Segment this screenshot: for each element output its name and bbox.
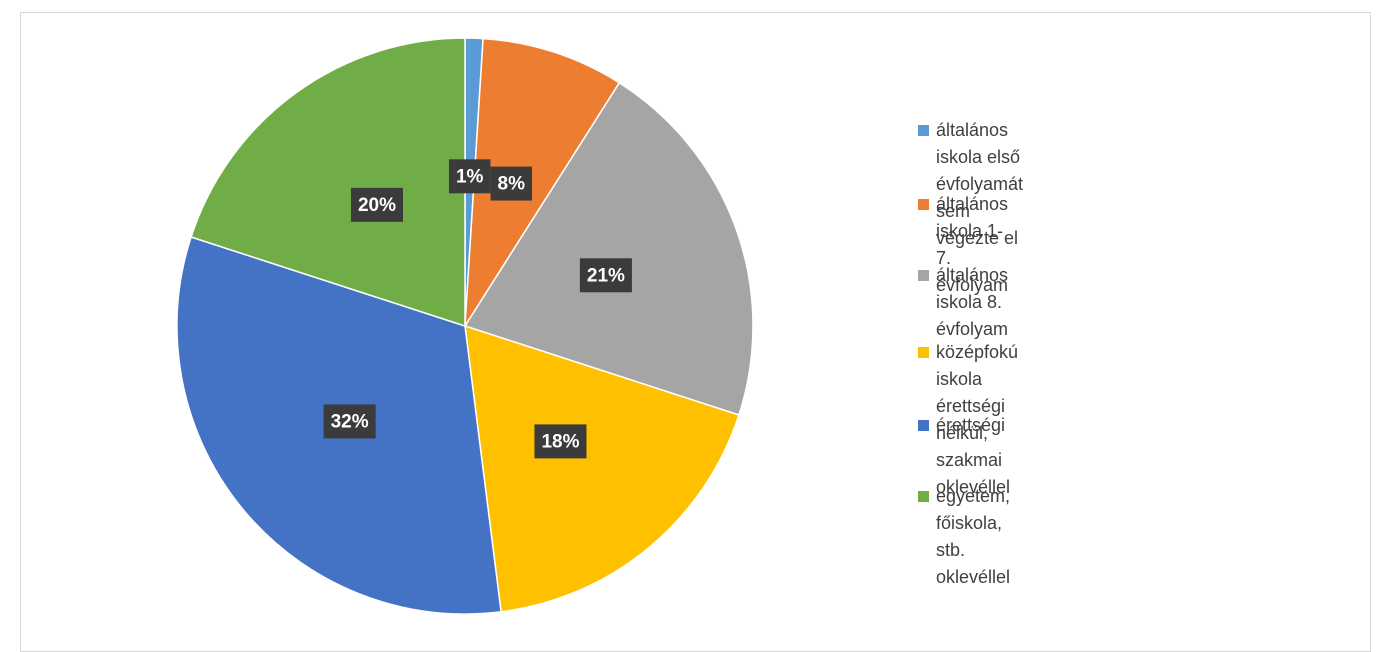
data-label-box (490, 166, 533, 201)
legend-label: általános iskola 1-7. évfolyam (936, 194, 1009, 295)
legend-swatch (918, 270, 929, 281)
legend-item: általános iskola 1-7. évfolyam (918, 191, 1008, 299)
legend-item: általános iskola első évfolyamát sem vég… (918, 117, 1023, 252)
legend-label: általános iskola első évfolyamát sem vég… (936, 120, 1024, 248)
legend-item: érettségi (918, 412, 1005, 439)
legend-item: általános iskola 8. évfolyam (918, 262, 1008, 343)
legend-label: egyetem, főiskola, stb. oklevéllel (936, 486, 1011, 587)
legend-label: középfokú iskola érettségi nélkül, szakm… (936, 342, 1019, 497)
legend-swatch (918, 347, 929, 358)
legend-label: általános iskola 8. évfolyam (936, 265, 1009, 339)
data-label: 1% (448, 159, 491, 194)
data-label-text: 8% (498, 174, 526, 195)
data-label: 21% (579, 258, 632, 293)
legend-item: egyetem, főiskola, stb. oklevéllel (918, 483, 1010, 591)
legend-label: érettségi (936, 415, 1006, 435)
data-label-box (534, 424, 587, 459)
data-label-text: 1% (456, 166, 484, 187)
legend-swatch (918, 199, 929, 210)
data-label-text: 21% (587, 265, 625, 286)
data-label-box (323, 404, 376, 439)
pie-slice (464, 324, 740, 613)
data-label-text: 18% (541, 431, 579, 452)
data-label-text: 20% (358, 195, 396, 216)
data-label: 20% (350, 187, 403, 222)
legend-swatch (918, 491, 929, 502)
data-label-text: 32% (331, 411, 369, 432)
data-label: 18% (534, 424, 587, 459)
pie-slice (464, 37, 621, 327)
legend-item: középfokú iskola érettségi nélkül, szakm… (918, 339, 1018, 501)
legend-swatch (918, 125, 929, 136)
data-label: 32% (323, 404, 376, 439)
pie-slice (190, 37, 466, 328)
data-label: 8% (490, 166, 533, 201)
data-label-box (579, 258, 632, 293)
legend-swatch (918, 420, 929, 431)
data-label-box (448, 159, 491, 194)
data-label-box (350, 187, 403, 222)
pie-slice (463, 81, 754, 416)
